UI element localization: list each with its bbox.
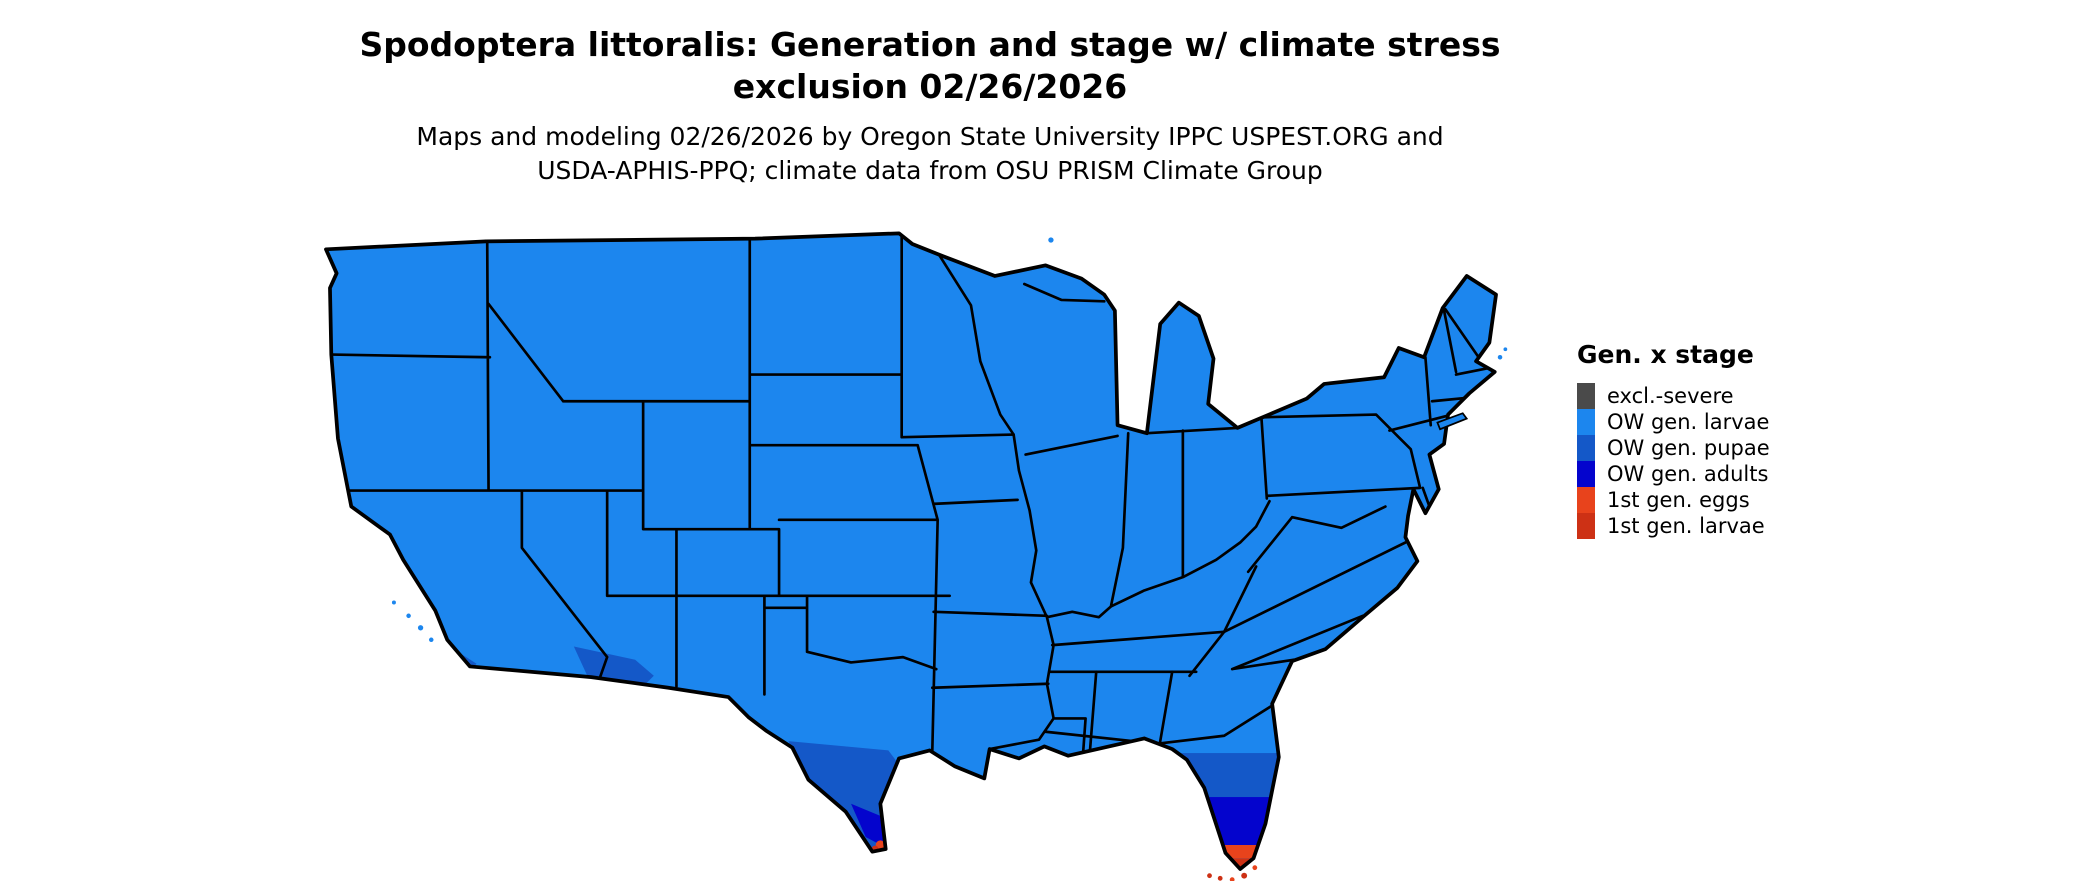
legend-item-5: 1st gen. larvae: [1577, 513, 1770, 539]
legend-swatch: [1577, 409, 1595, 435]
us-map-svg: [324, 231, 1508, 881]
figure-title-line-2: exclusion 02/26/2026: [732, 67, 1128, 106]
offshore-features: [391, 237, 1508, 881]
legend: Gen. x stage excl.-severe OW gen. larvae O…: [1577, 340, 1770, 539]
legend-item-label: OW gen. adults: [1607, 462, 1769, 486]
figure-subtitle-line-1: Maps and modeling 02/26/2026 by Oregon S…: [416, 122, 1444, 151]
legend-items: excl.-severe OW gen. larvae OW gen. pupae O…: [1577, 383, 1770, 539]
legend-item-label: OW gen. larvae: [1607, 410, 1770, 434]
patch-south-texas-adults: [851, 803, 890, 848]
island-speck: [406, 613, 411, 619]
patch-florida-eggs: [1148, 845, 1289, 859]
legend-swatch: [1577, 487, 1595, 513]
us-map: [315, 228, 1515, 881]
legend-item-2: OW gen. pupae: [1577, 435, 1770, 461]
island-speck: [1497, 355, 1503, 360]
patch-florida-first-larvae: [1148, 858, 1289, 870]
us-outline: [324, 231, 1498, 871]
figure-subtitle-line-2: USDA-APHIS-PPQ; climate data from OSU PR…: [537, 156, 1323, 185]
state-border-lines: [331, 234, 1491, 758]
figure-title-line-1: Spodoptera littoralis: Generation and st…: [359, 25, 1501, 64]
legend-item-label: 1st gen. larvae: [1607, 514, 1765, 538]
legend-item-label: OW gen. pupae: [1607, 436, 1770, 460]
florida-keys-speck: [1207, 873, 1212, 879]
legend-item-label: 1st gen. eggs: [1607, 488, 1750, 512]
island-speck: [1503, 347, 1508, 352]
legend-swatch: [1577, 461, 1595, 487]
patch-arizona-pupae: [573, 646, 654, 686]
figure-title: Spodoptera littoralis: Generation and st…: [0, 24, 1860, 108]
legend-swatch: [1577, 435, 1595, 461]
us-landmass: [325, 233, 1497, 870]
florida-keys-speck: [1241, 872, 1248, 879]
legend-item-label: excl.-severe: [1607, 384, 1734, 408]
figure-subtitle: Maps and modeling 02/26/2026 by Oregon S…: [0, 120, 1860, 188]
island-speck: [1048, 237, 1054, 243]
patch-south-texas-pupae: [788, 741, 909, 852]
legend-swatch: [1577, 513, 1595, 539]
florida-keys-speck: [1229, 877, 1235, 881]
legend-item-1: OW gen. larvae: [1577, 409, 1770, 435]
legend-item-4: 1st gen. eggs: [1577, 487, 1770, 513]
long-island: [1436, 412, 1469, 431]
island-speck: [428, 637, 434, 643]
island-speck: [417, 625, 424, 631]
patch-texas-tip-eggs: [875, 840, 886, 850]
florida-keys-speck: [1217, 875, 1223, 881]
patch-florida-pupae: [1148, 753, 1289, 798]
florida-keys-speck: [1252, 865, 1258, 871]
legend-title: Gen. x stage: [1577, 340, 1754, 369]
legend-swatch: [1577, 383, 1595, 409]
legend-item-3: OW gen. adults: [1577, 461, 1770, 487]
island-speck: [391, 600, 396, 605]
legend-item-0: excl.-severe: [1577, 383, 1770, 409]
